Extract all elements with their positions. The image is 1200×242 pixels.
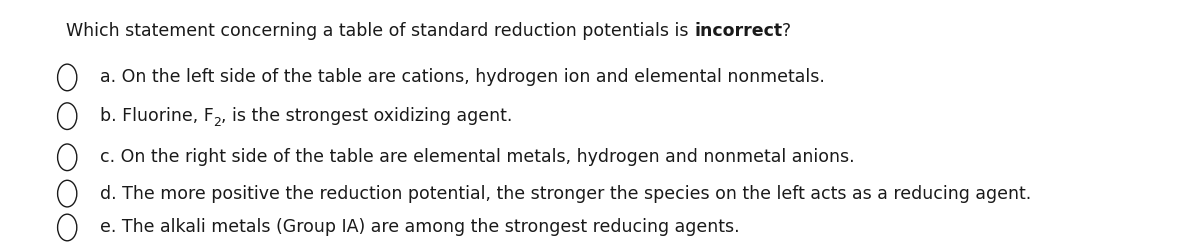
Text: b. Fluorine, F: b. Fluorine, F <box>100 107 214 125</box>
Text: ?: ? <box>782 23 791 40</box>
Text: 2: 2 <box>214 116 221 129</box>
Text: incorrect: incorrect <box>694 23 782 40</box>
Text: e. The alkali metals (Group IA) are among the strongest reducing agents.: e. The alkali metals (Group IA) are amon… <box>100 219 739 236</box>
Text: Which statement concerning a table of standard reduction potentials is: Which statement concerning a table of st… <box>66 23 694 40</box>
Text: c. On the right side of the table are elemental metals, hydrogen and nonmetal an: c. On the right side of the table are el… <box>100 148 854 166</box>
Text: a. On the left side of the table are cations, hydrogen ion and elemental nonmeta: a. On the left side of the table are cat… <box>100 68 824 86</box>
Text: d. The more positive the reduction potential, the stronger the species on the le: d. The more positive the reduction poten… <box>100 185 1031 203</box>
Text: , is the strongest oxidizing agent.: , is the strongest oxidizing agent. <box>221 107 512 125</box>
